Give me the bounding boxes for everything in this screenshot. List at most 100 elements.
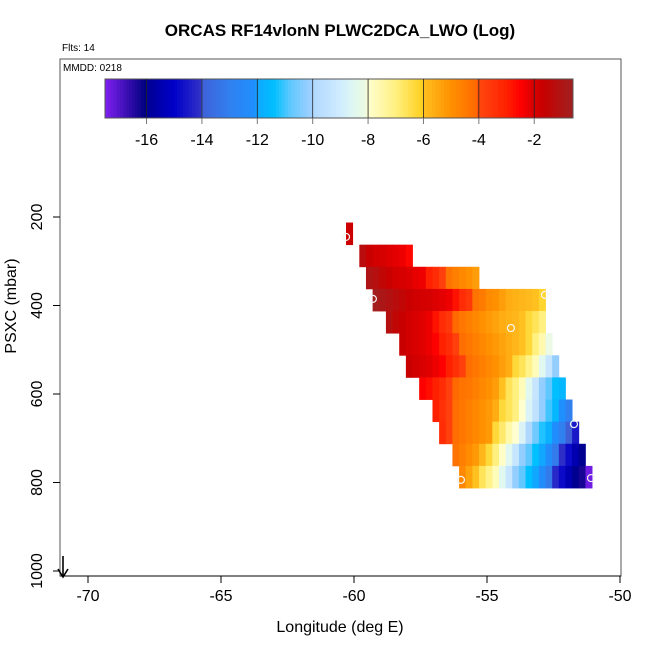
heatmap-cell [459,266,467,290]
colorbar-strip [558,79,562,118]
heatmap-cell [572,443,580,467]
heatmap-cell [425,355,433,378]
heatmap-cell [505,377,513,400]
heatmap-cell [512,377,520,400]
heatmap-cell [472,266,480,290]
heatmap-cell [425,266,433,290]
heatmap-cell [472,465,480,489]
heatmap-cell [525,399,533,423]
colorbar-strip [528,79,532,118]
colorbar-frame [104,78,574,119]
heatmap-cell [432,288,440,312]
heatmap-cell [545,421,553,445]
sample-marker [506,323,516,333]
heatmap-cell [498,377,507,400]
heatmap-cell [392,311,400,334]
heatmap-cell [465,399,473,423]
heatmap-cell [532,311,540,334]
colorbar-strip [294,79,298,118]
colorbar-strip [333,79,337,118]
heatmap-cell [538,443,546,467]
colorbar-strip [525,79,529,118]
heatmap-cell [578,443,586,467]
heatmap-cell [465,311,473,334]
heatmap-cell [558,399,566,423]
heatmap-cell [399,311,407,334]
colorbar-strip [423,79,427,118]
heatmap-cell [479,311,487,334]
colorbar-strip [201,79,205,118]
heatmap-cell [505,311,513,334]
heatmap-cell [459,377,467,400]
heatmap-cell [485,421,493,445]
heatmap-cell [518,399,526,423]
colorbar-strip [336,79,340,118]
colorbar-strip [456,79,460,118]
heatmap-cell [479,399,487,423]
colorbar-strip [258,79,262,118]
heatmap-cell [439,266,447,290]
colorbar-tick-label: -6 [416,132,430,149]
colorbar-strip [321,79,325,118]
colorbar-strip [426,79,430,118]
heatmap-cell [565,443,573,467]
heatmap-cell [492,377,500,400]
sample-marker [540,290,550,299]
heatmap-cell [578,465,586,489]
heatmap-cell [485,377,493,400]
colorbar-strip [330,79,334,118]
colorbar-strip [198,79,202,118]
heatmap-cell [445,421,453,445]
x-tick-label: -55 [475,588,498,605]
heatmap-cell [425,288,433,312]
heatmap-cell [505,333,513,356]
heatmap-cell [459,421,467,445]
y-axis: 200 400 600 800 1000 [29,59,61,589]
heatmap-cell [512,465,520,489]
colorbar-strip [351,79,355,118]
colorbar-strip [357,79,361,118]
heatmap-cell [485,443,493,467]
heatmap-cell [552,421,560,445]
colorbar-strip [390,79,394,118]
colorbar-strip [252,79,256,118]
heatmap-cell [379,244,387,268]
colorbar-strip [384,79,388,118]
colorbar-strip [570,79,574,118]
heatmap-cell [465,377,473,400]
colorbar-strip [501,79,505,118]
heatmap-cell [538,377,546,400]
heatmap-cell [538,399,546,423]
colorbar-strip [429,79,433,118]
heatmap-cell [472,311,480,334]
heatmap-cell [558,421,566,445]
heatmap-cell [532,465,540,489]
heatmap-cell [479,355,487,378]
heatmap-cell [545,465,553,489]
heatmap-cell [532,377,540,400]
colorbar-tick-label: -2 [527,132,541,149]
heatmap-cell [445,399,453,423]
colorbar-strip [324,79,328,118]
sample-marker [456,475,466,484]
colorbar-strip [486,79,490,118]
colorbar-strip [453,79,457,118]
x-axis: -70 -65 -60 -55 -50 [60,575,632,605]
colorbar-strip [444,79,448,118]
colorbar-strip [135,79,139,118]
heatmap-cell [405,288,413,312]
heatmap-cell [525,421,533,445]
colorbar-strip [171,79,175,118]
sample-marker [368,294,377,303]
heatmap-cell [465,355,473,378]
colorbar-strip [450,79,454,118]
colorbar-strip [414,79,418,118]
colorbar-strip [180,79,184,118]
colorbar-strip [228,79,232,118]
colorbar-strip [408,79,412,118]
heatmap-cell [465,465,473,489]
colorbar-strip [555,79,559,118]
colorbar-strip [195,79,199,118]
heatmap-cell [452,266,460,290]
